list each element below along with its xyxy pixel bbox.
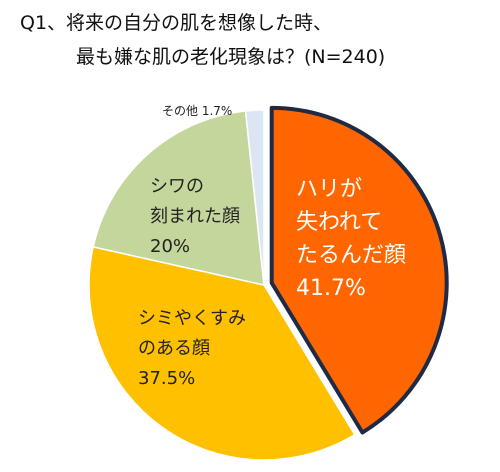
slice-label-3: シワの [150,176,204,197]
pie-slice-4 [244,109,265,286]
pie-slice-2 [88,246,356,461]
chart-title-line-1: Q1、将来の自分の肌を想像した時、 [20,12,333,34]
slice-label-1: 失われて [296,210,382,235]
pie-slice-3 [92,110,265,286]
slice-value-label-3: 20% [150,236,190,257]
pie-slices [88,105,449,461]
slice-value-label-2: 37.5% [138,368,195,389]
slice-label-2: シミやくすみ [138,308,246,329]
slice-label-1: ハリが [296,177,362,202]
chart-title-line-2: 最も嫌な肌の老化現象は？(N=240) [76,46,386,68]
slice-value-label-1: 41.7% [296,276,366,301]
slice-label-3: 刻まれた顔 [150,206,240,227]
pie-slice-1 [269,105,449,435]
slice-label-1: たるんだ顔 [296,243,406,268]
slice-label-2: のある顔 [138,338,210,359]
slice-label-4: その他 1.7% [162,104,232,118]
